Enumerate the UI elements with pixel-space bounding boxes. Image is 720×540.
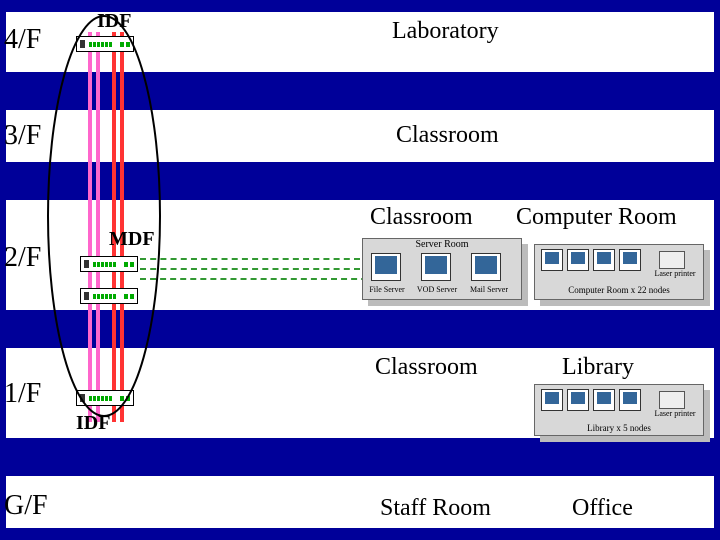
label-idf-top: IDF — [97, 10, 131, 33]
device-mdf-a — [80, 256, 138, 272]
server-cap-3: Mail Server — [465, 285, 513, 294]
printer-icon — [659, 251, 685, 269]
room-classroom-1f: Classroom — [375, 354, 478, 381]
label-mdf: MDF — [109, 228, 155, 251]
room-office: Office — [572, 495, 633, 522]
floor-label-2f: 2/F — [4, 242, 41, 274]
room-laboratory: Laboratory — [392, 18, 499, 45]
server-panel: Server Room File Server VOD Server Mail … — [362, 238, 522, 300]
library-panel-caption: Library x 5 nodes — [539, 423, 699, 433]
server-cap-1: File Server — [365, 285, 409, 294]
cable-1 — [140, 258, 360, 260]
riser-2 — [96, 32, 100, 422]
computer-panel: Laser printer Computer Room x 22 nodes — [534, 244, 704, 300]
computer-printer-label: Laser printer — [649, 269, 701, 278]
device-mdf-b — [80, 288, 138, 304]
riser-3 — [112, 32, 116, 422]
room-staff-room: Staff Room — [380, 495, 491, 522]
library-printer-label: Laser printer — [649, 409, 701, 418]
floor-label-gf: G/F — [4, 490, 48, 522]
server-cap-2: VOD Server — [413, 285, 461, 294]
room-classroom-3f: Classroom — [396, 122, 499, 149]
cable-2 — [140, 268, 360, 270]
library-panel: Laser printer Library x 5 nodes — [534, 384, 704, 436]
printer-icon — [659, 391, 685, 409]
riser-4 — [120, 32, 124, 422]
server-panel-title: Server Room — [365, 239, 519, 250]
room-computer-room: Computer Room — [516, 204, 677, 231]
room-classroom-2f: Classroom — [370, 204, 473, 231]
label-idf-bottom: IDF — [76, 412, 110, 435]
riser-1 — [88, 32, 92, 422]
room-library: Library — [562, 354, 634, 381]
device-idf-1f — [76, 390, 134, 406]
floor-label-1f: 1/F — [4, 378, 41, 410]
floor-label-4f: 4/F — [4, 24, 41, 56]
floor-label-3f: 3/F — [4, 120, 41, 152]
device-idf-4f — [76, 36, 134, 52]
computer-panel-caption: Computer Room x 22 nodes — [539, 285, 699, 295]
